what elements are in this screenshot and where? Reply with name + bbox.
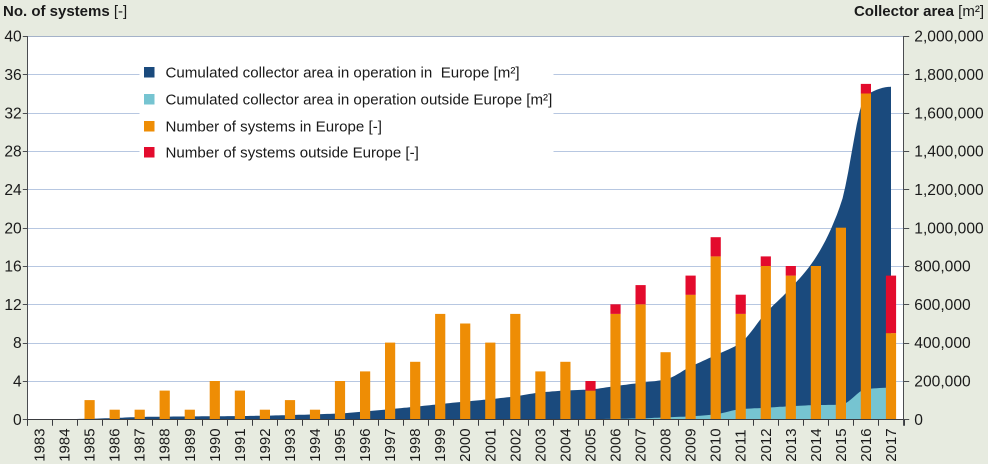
svg-text:1990: 1990 (207, 428, 224, 461)
svg-text:24: 24 (4, 182, 22, 199)
svg-text:800,000: 800,000 (914, 259, 971, 276)
svg-text:1986: 1986 (107, 428, 124, 461)
svg-text:2015: 2015 (833, 428, 850, 461)
svg-text:1996: 1996 (357, 428, 374, 461)
svg-text:2011: 2011 (733, 430, 750, 462)
svg-text:Collector area [m²]: Collector area [m²] (854, 3, 984, 20)
svg-text:1,800,000: 1,800,000 (914, 67, 984, 84)
svg-text:1993: 1993 (282, 428, 299, 461)
svg-text:1,000,000: 1,000,000 (914, 220, 984, 237)
svg-text:600,000: 600,000 (914, 297, 971, 314)
svg-text:400,000: 400,000 (914, 335, 971, 352)
svg-text:1997: 1997 (382, 428, 399, 461)
svg-text:2012: 2012 (758, 428, 775, 461)
svg-text:1983: 1983 (32, 428, 49, 461)
svg-text:0: 0 (914, 412, 923, 429)
svg-text:2014: 2014 (808, 428, 825, 461)
svg-text:Cumulated collector area in op: Cumulated collector area in operation ou… (166, 92, 553, 109)
svg-text:1995: 1995 (332, 428, 349, 461)
svg-text:1991: 1991 (232, 428, 249, 461)
svg-text:8: 8 (13, 335, 22, 352)
svg-text:2,000,000: 2,000,000 (914, 29, 984, 46)
svg-text:200,000: 200,000 (914, 374, 971, 391)
svg-text:2016: 2016 (858, 428, 875, 461)
svg-text:20: 20 (4, 220, 22, 237)
svg-text:2004: 2004 (557, 428, 574, 461)
svg-text:Cumulated collector area in op: Cumulated collector area in operation in… (166, 65, 520, 82)
svg-text:2001: 2001 (482, 428, 499, 461)
svg-text:No. of systems [-]: No. of systems [-] (3, 3, 127, 20)
svg-text:2010: 2010 (708, 428, 725, 461)
svg-text:1989: 1989 (182, 428, 199, 461)
svg-text:1985: 1985 (82, 428, 99, 461)
svg-text:2009: 2009 (683, 428, 700, 461)
svg-text:2013: 2013 (783, 428, 800, 461)
svg-text:2007: 2007 (633, 428, 650, 461)
svg-text:2005: 2005 (583, 428, 600, 461)
svg-text:2000: 2000 (457, 428, 474, 461)
svg-text:4: 4 (13, 374, 22, 391)
svg-text:2006: 2006 (608, 428, 625, 461)
svg-text:16: 16 (4, 259, 21, 276)
svg-text:28: 28 (4, 144, 21, 161)
svg-text:1,200,000: 1,200,000 (914, 182, 984, 199)
svg-text:1994: 1994 (307, 428, 324, 461)
svg-text:1992: 1992 (257, 428, 274, 461)
svg-text:1999: 1999 (432, 428, 449, 461)
svg-text:40: 40 (4, 29, 22, 46)
svg-text:0: 0 (13, 412, 22, 429)
svg-text:Number of systems outside Euro: Number of systems outside Europe [-] (166, 145, 419, 162)
svg-text:1,400,000: 1,400,000 (914, 144, 984, 161)
svg-text:Number of systems in Europe [-: Number of systems in Europe [-] (166, 119, 382, 136)
svg-text:32: 32 (4, 105, 21, 122)
svg-text:2017: 2017 (883, 428, 900, 461)
svg-text:2003: 2003 (532, 428, 549, 461)
svg-text:1984: 1984 (57, 428, 74, 461)
svg-text:1998: 1998 (407, 428, 424, 461)
svg-text:1988: 1988 (157, 428, 174, 461)
svg-text:36: 36 (4, 67, 21, 84)
svg-text:2002: 2002 (507, 428, 524, 461)
svg-text:12: 12 (4, 297, 21, 314)
svg-text:1,600,000: 1,600,000 (914, 105, 984, 122)
svg-text:2008: 2008 (658, 428, 675, 461)
svg-text:1987: 1987 (132, 428, 149, 461)
